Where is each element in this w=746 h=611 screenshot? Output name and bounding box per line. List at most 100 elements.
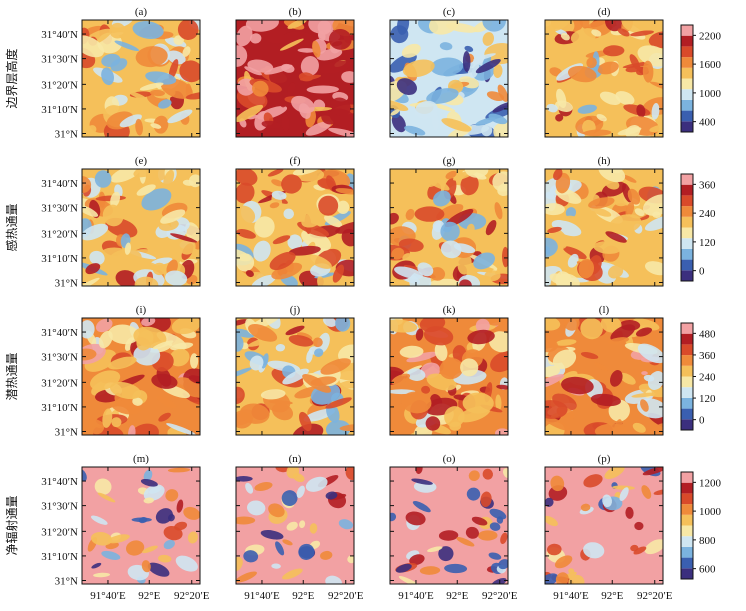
heatmap-cell [253,240,271,262]
colorbar-segment [681,323,693,334]
heatmap-cell [346,173,354,191]
heatmap-panel-p [545,467,663,584]
heatmap-cell [311,40,321,58]
heatmap-cell [411,478,433,485]
heatmap-cell [158,554,172,563]
heatmap-cell [555,339,577,346]
heatmap-cell [390,109,400,116]
heatmap-panel-d [545,20,663,137]
colorbar-segment [681,121,693,132]
heatmap-cell [90,515,108,525]
heatmap-cell [236,334,244,352]
heatmap-cell [152,340,174,350]
heatmap-cell [175,377,200,398]
y-tick-label: 31°N [55,426,78,438]
heatmap-cell [547,226,562,233]
heatmap-cell [236,182,255,204]
heatmap-cell [586,57,597,69]
heatmap-cell [642,467,663,476]
heatmap-cell [109,22,126,39]
colorbar-segment [681,89,693,100]
colorbar-segment [681,355,693,366]
heatmap-cell [236,45,248,67]
heatmap-panel-h [545,169,663,286]
heatmap-cell [335,220,354,234]
panel-label: (f) [290,155,301,167]
row-title: 感热通量 [4,203,19,251]
heatmap-cell [549,273,569,286]
heatmap-cell [271,190,287,200]
heatmap-cell [179,60,200,83]
heatmap-cell [281,113,290,132]
heatmap-cell [651,103,660,120]
heatmap-cell [338,519,354,530]
heatmap-cell [135,118,143,136]
heatmap-cell [310,376,337,386]
heatmap-cell [619,487,629,501]
heatmap-cell [236,319,248,326]
heatmap-cell [260,389,286,400]
heatmap-cell [445,170,457,180]
heatmap-cell [631,392,656,398]
heatmap-cell [139,82,164,91]
heatmap-cell [153,115,169,134]
heatmap-cell [398,238,424,252]
heatmap-cell [250,33,262,44]
heatmap-cell [647,422,663,435]
colorbar-segment [681,46,693,58]
heatmap-cell [85,263,101,275]
heatmap-cell [286,467,300,479]
heatmap-cell [580,503,591,512]
heatmap-cell [603,45,625,57]
panel-label: (d) [598,6,611,18]
colorbar-segment [681,25,693,36]
heatmap-cell [460,174,479,196]
colorbar-tick-label: 240 [699,208,716,220]
y-tick-label: 31°40′N [41,327,78,339]
heatmap-cell [282,568,303,580]
heatmap-cell [550,475,565,492]
heatmap-cell [430,57,464,76]
heatmap-cell [406,351,439,363]
heatmap-panel-j [236,318,354,435]
heatmap-cell [567,253,579,268]
panel-frame [389,19,509,138]
heatmap-cell [134,276,159,286]
heatmap-cell [545,374,565,389]
heatmap-cell [328,127,354,137]
colorbar-segment [681,525,693,537]
heatmap-cell [287,234,303,250]
y-tick-label: 31°20′N [41,228,78,240]
colorbar-segment [681,387,693,398]
heatmap-cell [298,543,315,560]
heatmap-panel-n [236,467,354,584]
colorbar-segment [681,174,693,185]
heatmap-cell [114,40,140,52]
heatmap-cell [110,191,121,208]
heatmap-cell [275,541,285,556]
heatmap-cell [647,371,663,390]
heatmap-cell [459,279,472,286]
colorbar-segment [681,536,693,547]
colorbar-tick-label: 1000 [699,88,722,100]
heatmap-cell [399,345,424,358]
heatmap-cell [147,562,170,577]
heatmap-panel-m [82,467,200,584]
heatmap-cell [649,81,663,92]
panel-frame [81,317,201,436]
heatmap-cell [644,539,663,555]
heatmap-cell [132,21,164,39]
heatmap-cell [126,540,145,556]
heatmap-cell [583,542,605,559]
heatmap-cell [637,343,663,364]
heatmap-cell [475,318,490,333]
heatmap-cell [325,575,342,584]
heatmap-cell [495,428,508,435]
heatmap-cell [438,546,454,562]
heatmap-cell [444,406,465,428]
heatmap-cell [82,277,100,286]
heatmap-cell [272,235,291,245]
heatmap-cell [485,220,497,236]
heatmap-cell [305,121,332,136]
heatmap-cell [254,216,275,238]
